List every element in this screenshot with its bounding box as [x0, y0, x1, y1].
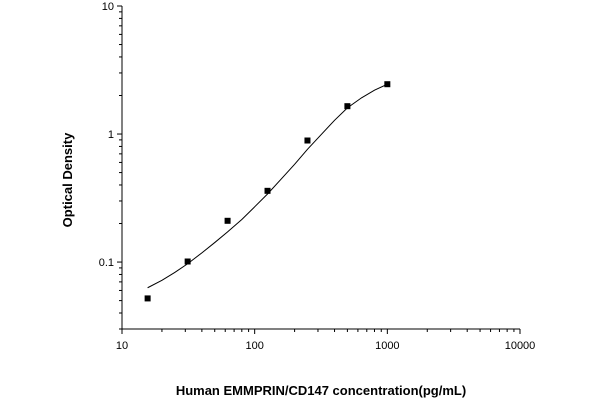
data-point [384, 81, 391, 88]
axes [117, 5, 521, 334]
y-tick-label: 1 [108, 129, 114, 141]
x-tick-label: 10 [116, 340, 128, 352]
y-tick-label: 0.1 [99, 257, 114, 269]
x-tick-label: 1000 [375, 340, 399, 352]
y-axis-title: Optical Density [60, 132, 75, 227]
y-tick-label: 10 [102, 1, 114, 13]
data-point [144, 295, 151, 302]
data-point [344, 103, 351, 110]
data-point [184, 258, 191, 265]
x-tick-label: 10000 [505, 340, 536, 352]
data-point [224, 217, 231, 224]
data-point [264, 187, 271, 194]
fit-curve-layer [147, 83, 388, 289]
fit-curve-line [147, 83, 388, 289]
x-tick-label: 100 [245, 340, 263, 352]
data-points-layer [144, 81, 391, 302]
labels-layer: 10 100 1000 10000 0.1 1 10 Human EMMPRIN/CD147 … [60, 1, 535, 398]
x-axis-title: Human EMMPRIN/CD147 concentration(pg/mL) [176, 383, 466, 398]
data-point [304, 137, 311, 144]
